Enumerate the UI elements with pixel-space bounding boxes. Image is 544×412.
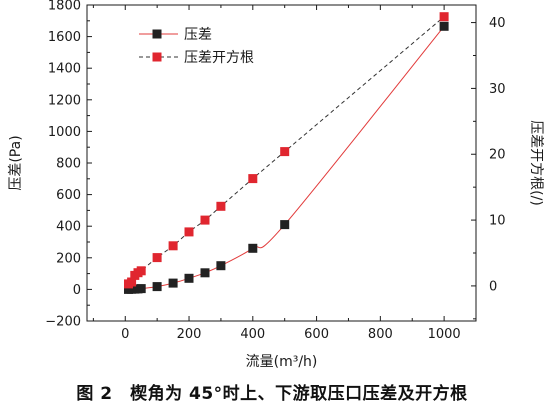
y-tick-label: 1400 [48,62,81,77]
data-point-sqrt [168,241,178,251]
x-tick-label: 0 [121,327,129,342]
data-point-sqrt [216,201,226,211]
data-point-pressure-diff [184,273,194,283]
data-point-pressure-diff [248,243,258,253]
y2-tick-label: 10 [489,214,506,229]
legend-label-pressure-diff: 压差 [184,27,212,43]
x-axis: 0 200 400 600 800 1000 [92,5,477,342]
x-tick-label: 400 [240,327,265,342]
legend: 压差 压差开方根 [139,27,254,66]
y-tick-label: 400 [56,220,81,235]
series-markers [124,12,449,294]
y2-tick-label: 40 [489,16,506,31]
legend-entry-sqrt: 压差开方根 [139,50,254,66]
x-tick-label: 800 [368,327,393,342]
y-tick-label: 1200 [48,93,81,108]
y-axis-left: −200 0 200 400 600 800 1000 1200 1400 1600 1800 [45,0,92,330]
x-tick-label: 600 [304,327,329,342]
x-tick-label: 200 [177,327,202,342]
y-axis-title: 压差(Pa) [8,135,24,190]
y-tick-label: 1600 [48,30,81,45]
data-point-sqrt [127,277,137,287]
y-tick-label: 600 [56,188,81,203]
y-tick-label: 1000 [48,125,81,140]
data-point-sqrt [248,174,258,184]
legend-entry-pressure-diff: 压差 [139,27,212,43]
data-point-pressure-diff [216,261,226,271]
data-point-sqrt [184,227,194,237]
y2-tick-label: 0 [489,279,497,294]
figure-caption: 图 2 楔角为 45°时上、下游取压口压差及开方根 [76,384,468,404]
y-tick-label: 0 [73,283,81,298]
data-point-pressure-diff [136,284,146,294]
data-point-pressure-diff [152,282,162,292]
y2-tick-label: 30 [489,82,506,97]
data-point-sqrt [439,12,449,22]
legend-marker-pressure-diff [152,29,162,39]
chart: 0 200 400 600 800 1000 −200020040060080010001… [8,0,544,370]
legend-label-sqrt: 压差开方根 [184,50,254,66]
y-tick-label: 1800 [48,0,81,14]
data-point-sqrt [200,215,210,225]
data-point-pressure-diff [168,278,178,288]
data-point-pressure-diff [200,268,210,278]
x-axis-title: 流量(m³/h) [246,354,318,370]
y-axis-right: 0 10 20 30 40 [471,16,506,320]
data-point-sqrt [152,253,162,263]
data-point-sqrt [280,147,290,157]
y2-tick-label: 20 [489,148,506,163]
y-tick-label: −200 [45,315,81,330]
y-tick-label: 200 [56,251,81,266]
data-point-sqrt [136,266,146,276]
x-tick-label: 1000 [428,327,461,342]
legend-marker-sqrt [152,52,162,62]
y2-axis-title: 压差开方根(/) [528,120,544,206]
y-tick-label: 800 [56,157,81,172]
data-point-pressure-diff [280,220,290,230]
data-point-pressure-diff [439,21,449,31]
series-line-sqrt [128,16,445,285]
